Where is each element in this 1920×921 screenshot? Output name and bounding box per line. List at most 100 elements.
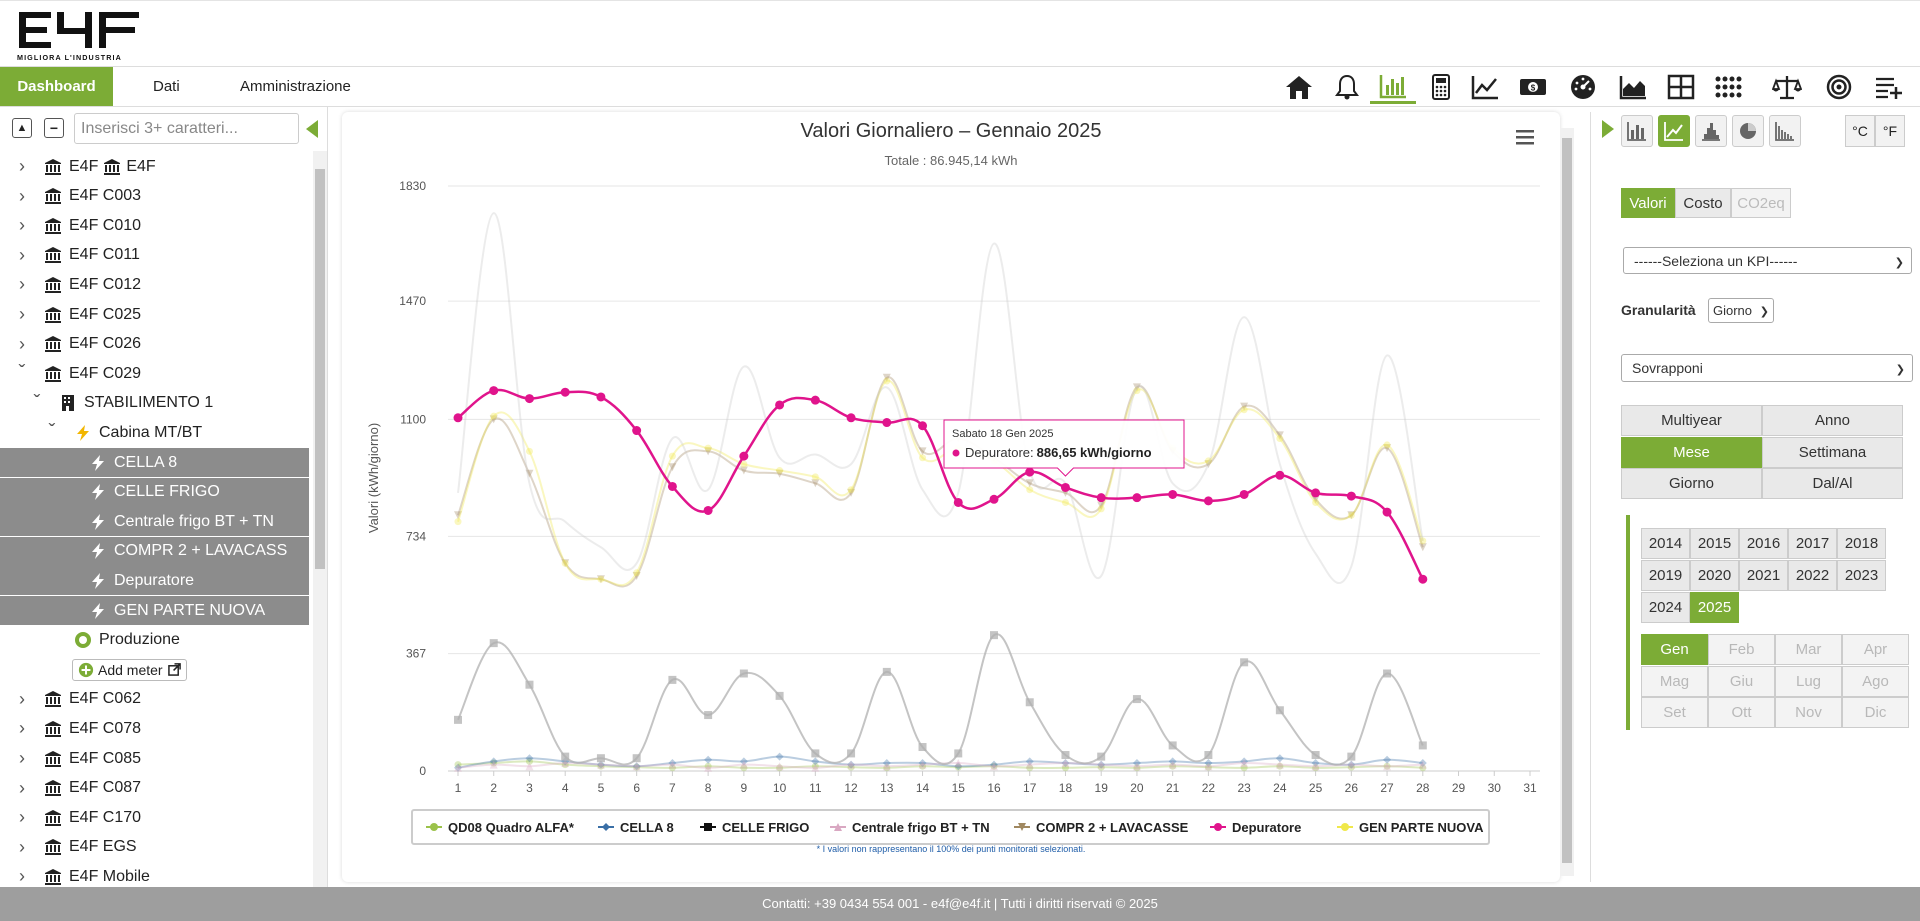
chevron-down-icon[interactable]: ˇ	[18, 362, 26, 385]
data-point[interactable]	[739, 451, 749, 461]
tree-node[interactable]: CELLE FRIGO	[0, 477, 309, 507]
data-point[interactable]	[1168, 757, 1177, 766]
data-point[interactable]	[704, 444, 712, 452]
data-point[interactable]	[1132, 762, 1141, 771]
chevron-down-icon[interactable]: ˇ	[48, 421, 56, 444]
data-point[interactable]	[1204, 763, 1212, 771]
data-point[interactable]	[1240, 759, 1249, 768]
chevron-right-icon[interactable]: ›	[19, 274, 25, 295]
data-point[interactable]	[1275, 470, 1285, 480]
data-point[interactable]	[1240, 764, 1248, 772]
year-button[interactable]: 2014	[1641, 528, 1690, 559]
data-point[interactable]	[1275, 431, 1284, 440]
data-point[interactable]	[1311, 762, 1320, 771]
expand-all-button[interactable]: ▲	[12, 118, 32, 138]
data-point[interactable]	[739, 466, 748, 475]
month-button[interactable]: Gen	[1641, 634, 1708, 665]
data-point[interactable]	[1346, 491, 1356, 501]
chevron-right-icon[interactable]: ›	[19, 688, 25, 709]
data-point[interactable]	[811, 757, 820, 766]
year-button[interactable]: 2024	[1641, 592, 1690, 623]
celsius-button[interactable]: °C	[1845, 115, 1875, 147]
data-point[interactable]	[597, 762, 605, 770]
data-point[interactable]	[490, 412, 498, 420]
data-point[interactable]	[918, 421, 928, 431]
data-point[interactable]	[561, 752, 570, 761]
data-point[interactable]	[1097, 501, 1106, 510]
data-point[interactable]	[847, 760, 856, 769]
data-point[interactable]	[739, 757, 748, 766]
data-point[interactable]	[1382, 507, 1392, 517]
data-point[interactable]	[1203, 496, 1213, 506]
data-point[interactable]	[776, 764, 784, 772]
area-chart-icon[interactable]	[1610, 70, 1656, 104]
data-point[interactable]	[1311, 488, 1321, 498]
year-button[interactable]: 2025	[1690, 592, 1739, 623]
data-point[interactable]	[489, 386, 499, 396]
data-point[interactable]	[776, 467, 784, 475]
data-point[interactable]	[989, 494, 999, 504]
tree-node[interactable]: › E4F E4F	[0, 152, 309, 181]
data-point[interactable]	[1025, 760, 1034, 769]
tree-node[interactable]: GEN PARTE NUOVA	[0, 596, 309, 625]
data-point[interactable]	[1204, 751, 1213, 760]
data-point[interactable]	[1133, 764, 1141, 772]
collapse-sidebar-icon[interactable]	[306, 120, 318, 138]
tree-node[interactable]: Centrale frigo BT + TN	[0, 507, 309, 537]
bell-icon[interactable]	[1324, 70, 1370, 104]
data-point[interactable]	[633, 763, 641, 771]
data-point[interactable]	[1275, 760, 1284, 769]
data-point[interactable]	[1418, 543, 1427, 552]
bar-chart-icon[interactable]	[1370, 70, 1416, 104]
tree-node[interactable]: › E4F C062	[0, 685, 309, 714]
data-point[interactable]	[1275, 706, 1284, 715]
home-icon[interactable]	[1276, 70, 1322, 104]
scrollbar-thumb[interactable]	[1562, 138, 1572, 863]
target-icon[interactable]	[1816, 70, 1862, 104]
data-point[interactable]	[1132, 695, 1141, 704]
data-point[interactable]	[632, 754, 641, 763]
tree-node[interactable]: › E4F C003	[0, 182, 309, 211]
year-button[interactable]: 2015	[1690, 528, 1739, 559]
data-point[interactable]	[596, 760, 605, 769]
tab-co2eq[interactable]: CO2eq	[1731, 188, 1791, 218]
line-chart-icon[interactable]	[1462, 70, 1508, 104]
chevron-right-icon[interactable]: ›	[19, 807, 25, 828]
sidebar-scrollbar[interactable]	[313, 151, 327, 887]
data-point[interactable]	[704, 755, 713, 764]
year-button[interactable]: 2017	[1788, 528, 1837, 559]
granularity-select[interactable]: Giorno ❯	[1708, 298, 1774, 323]
data-point[interactable]	[775, 469, 784, 478]
data-point[interactable]	[454, 763, 462, 772]
data-point[interactable]	[883, 377, 891, 385]
tree-node[interactable]: › E4F C026	[0, 330, 309, 359]
data-point[interactable]	[704, 447, 713, 456]
tree-node[interactable]: › E4F C025	[0, 300, 309, 329]
line-chart-type-button[interactable]	[1658, 115, 1690, 147]
month-button[interactable]: Ott	[1708, 697, 1775, 728]
data-point[interactable]	[1240, 406, 1248, 414]
data-point[interactable]	[811, 763, 820, 772]
data-point[interactable]	[1061, 759, 1070, 768]
data-point[interactable]	[454, 763, 462, 772]
gauge-icon[interactable]	[1560, 70, 1606, 104]
data-point[interactable]	[704, 763, 713, 772]
data-point[interactable]	[632, 762, 641, 771]
tree-node[interactable]: › E4F C087	[0, 774, 309, 803]
year-button[interactable]: 2016	[1739, 528, 1788, 559]
data-point[interactable]	[954, 749, 963, 758]
data-point[interactable]	[1239, 489, 1249, 499]
calculator-icon[interactable]	[1418, 70, 1464, 104]
data-point[interactable]	[560, 387, 570, 397]
data-point[interactable]	[1347, 760, 1356, 769]
data-point[interactable]	[1204, 457, 1212, 465]
chevron-right-icon[interactable]: ›	[19, 777, 25, 798]
data-point[interactable]	[1383, 762, 1392, 771]
data-point[interactable]	[1383, 441, 1391, 449]
data-point[interactable]	[525, 757, 533, 765]
data-point[interactable]	[1383, 669, 1392, 678]
data-point[interactable]	[703, 505, 713, 515]
data-point[interactable]	[1132, 383, 1141, 392]
data-point[interactable]	[1025, 698, 1034, 707]
kpi-select[interactable]: ------Seleziona un KPI------ ❯	[1623, 247, 1912, 274]
